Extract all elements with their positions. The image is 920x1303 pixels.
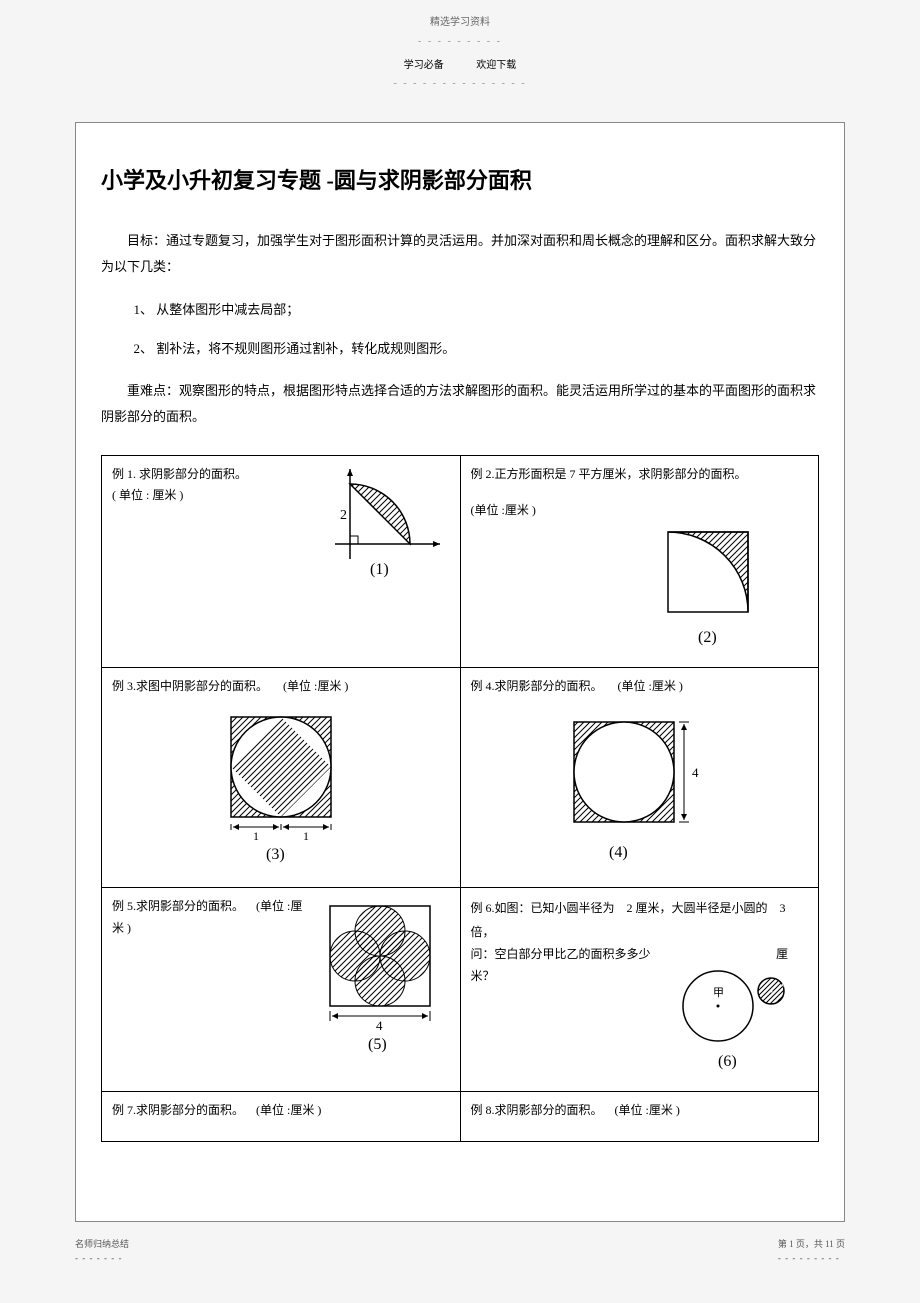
figure-4-svg: 4 (4) <box>564 712 714 872</box>
example-7-cell: 例 7.求阴影部分的面积。 (单位 :厘米 ) <box>102 1091 461 1141</box>
examples-table: 例 1. 求阴影部分的面积。 ( 单位 : 厘米 ) <box>101 455 819 1142</box>
example-1-text-b: ( 单位 : 厘米 ) <box>112 485 312 507</box>
list-item-1: 1、 从整体图形中减去局部； <box>101 300 819 321</box>
figure-3-svg: 1 1 (3) <box>211 707 351 867</box>
example-4-cell: 例 4.求阴影部分的面积。 (单位 :厘米 ) <box>460 667 819 887</box>
content-box: 小学及小升初复习专题 -圆与求阴影部分面积 目标：通过专题复习，加强学生对于图形… <box>75 122 845 1222</box>
figure-2-svg: (2) <box>658 522 778 652</box>
fig5-label: (5) <box>368 1036 387 1053</box>
example-8-unit: (单位 :厘米 ) <box>615 1103 680 1117</box>
fig4-dim: 4 <box>692 765 699 780</box>
fig3-label: (3) <box>266 846 285 863</box>
fig1-label: (1) <box>370 561 389 578</box>
welcome-label: 欢迎下载 <box>476 60 516 71</box>
example-6-q2: 厘 <box>663 944 803 966</box>
fig6-yi: 乙 <box>781 977 791 989</box>
example-7-text-a: 例 7.求阴影部分的面积。 <box>112 1103 244 1117</box>
fig2-label: (2) <box>698 629 717 646</box>
example-6-q3: 米？ <box>471 966 664 988</box>
figure-6-svg: 甲 乙 (6) <box>663 966 803 1076</box>
fig3-dim2: 1 <box>303 829 309 843</box>
fig3-dim1: 1 <box>253 829 259 843</box>
example-5-text-a: 例 5.求阴影部分的面积。 <box>112 899 244 913</box>
example-2-text-b: (单位 :厘米 ) <box>471 500 809 522</box>
conclusion-paragraph: 重难点：观察图形的特点，根据图形特点选择合适的方法求解图形的面积。能灵活运用所学… <box>101 378 819 430</box>
fig1-dim: 2 <box>340 508 347 523</box>
example-8-text-a: 例 8.求阴影部分的面积。 <box>471 1103 603 1117</box>
example-4-text-a: 例 4.求阴影部分的面积。 <box>471 679 603 693</box>
example-3-cell: 例 3.求图中阴影部分的面积。 (单位 :厘米 ) <box>102 667 461 887</box>
example-8-cell: 例 8.求阴影部分的面积。 (单位 :厘米 ) <box>460 1091 819 1141</box>
doc-top-header: 精选学习资料 <box>75 15 845 31</box>
example-6-cell: 例 6.如图：已知小圆半径为 2 厘米，大圆半径是小圆的 3 倍， 问：空白部分… <box>460 888 819 1091</box>
dashed-line-1: - - - - - - - - - <box>75 34 845 50</box>
example-3-text-a: 例 3.求图中阴影部分的面积。 <box>112 679 268 693</box>
footer-right-text: 第 1 页，共 11 页 <box>778 1237 845 1251</box>
dashed-line-2: - - - - - - - - - - - - - - <box>75 76 845 92</box>
figure-1-svg: 2 (1) <box>320 464 450 584</box>
example-4-unit: (单位 :厘米 ) <box>618 679 683 693</box>
list-item-2: 2、 割补法，将不规则图形通过割补，转化成规则图形。 <box>101 339 819 360</box>
footer-right-dots: - - - - - - - - - <box>778 1251 845 1265</box>
example-3-unit: (单位 :厘米 ) <box>283 679 348 693</box>
fig6-label: (6) <box>718 1053 737 1070</box>
fig4-label: (4) <box>609 844 628 861</box>
fig6-jia: 甲 <box>713 987 724 999</box>
prep-label: 学习必备 <box>404 60 444 71</box>
example-2-text-a: 例 2.正方形面积是 7 平方厘米，求阴影部分的面积。 <box>471 464 809 486</box>
example-5-cell: 例 5.求阴影部分的面积。 (单位 :厘米 ) <box>102 888 461 1091</box>
footer-left-dots: - - - - - - - <box>75 1251 129 1265</box>
page-title: 小学及小升初复习专题 -圆与求阴影部分面积 <box>101 163 819 198</box>
example-6-q1: 问：空白部分甲比乙的面积多多少 <box>471 944 664 966</box>
intro-paragraph: 目标：通过专题复习，加强学生对于图形面积计算的灵活运用。并加深对面积和周长概念的… <box>101 228 819 280</box>
doc-sub-header: 学习必备 欢迎下载 <box>75 58 845 74</box>
example-2-cell: 例 2.正方形面积是 7 平方厘米，求阴影部分的面积。 (单位 :厘米 ) (2… <box>460 455 819 667</box>
example-1-text-a: 例 1. 求阴影部分的面积。 <box>112 464 312 486</box>
example-6-text-a: 例 6.如图：已知小圆半径为 <box>471 901 615 915</box>
figure-5-svg: 4 (5) <box>320 896 450 1056</box>
fig5-dim: 4 <box>376 1018 383 1033</box>
example-1-cell: 例 1. 求阴影部分的面积。 ( 单位 : 厘米 ) <box>102 455 461 667</box>
footer-left-text: 名师归纳总结 <box>75 1237 129 1251</box>
example-6-r1: 2 厘米，大圆半径是小圆的 <box>627 901 768 915</box>
example-7-unit: (单位 :厘米 ) <box>256 1103 321 1117</box>
